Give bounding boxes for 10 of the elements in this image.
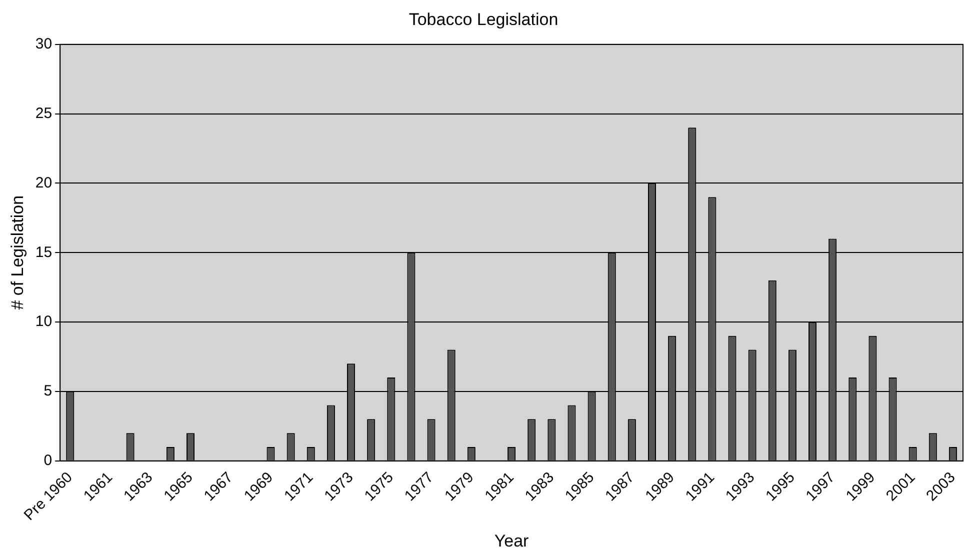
- y-tick-label: 0: [44, 452, 52, 469]
- y-tick-label: 25: [35, 104, 52, 122]
- y-tick-label: 10: [35, 313, 52, 330]
- y-tick-label: 20: [35, 174, 52, 192]
- chart-title: Tobacco Legislation: [408, 10, 558, 29]
- y-tick-label: 30: [35, 36, 52, 53]
- y-axis-title: # of Legislation: [8, 195, 27, 310]
- y-tick-label: 5: [44, 382, 52, 400]
- x-axis-title: Year: [494, 531, 530, 550]
- y-tick-label: 15: [35, 244, 52, 261]
